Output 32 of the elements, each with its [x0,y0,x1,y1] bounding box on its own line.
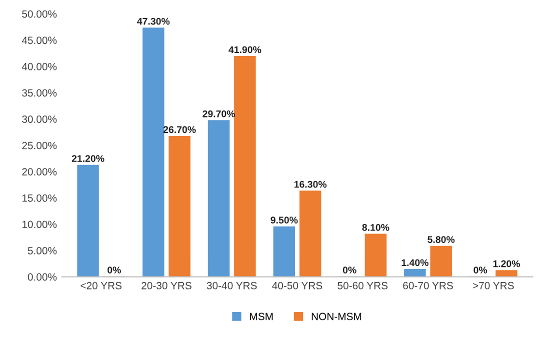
data-label: 0% [342,266,356,274]
data-label: 21.20% [72,155,104,162]
data-label: 47.30% [137,18,170,25]
y-tick-label: 35.00% [22,89,57,97]
legend-label: MSM [250,312,273,320]
y-tick-label: 15.00% [22,194,57,202]
y-tick-label: 40.00% [22,62,57,70]
legend-label: NON-MSM [312,312,362,320]
data-label: 0% [108,266,121,274]
data-label: 16.30% [294,180,327,188]
x-tick-label: 20-30 YRS [142,282,192,290]
x-tick-label: >70 YRS [473,282,514,290]
data-label: 1.20% [493,260,520,268]
x-tick-label: 50-60 YRS [338,282,388,290]
y-tick-label: 0.00% [28,273,57,281]
data-label: 5.80% [428,236,455,243]
y-tick-label: 25.00% [22,142,57,150]
y-tick-label: 50.00% [22,10,57,18]
y-tick-label: 20.00% [22,168,57,176]
x-tick-label: 30-40 YRS [206,282,257,290]
y-tick-label: 30.00% [22,116,57,123]
y-tick-label: 10.00% [22,220,57,228]
data-label: 9.50% [270,216,298,224]
data-label: 0% [474,266,488,274]
x-tick-label: 40-50 YRS [272,282,322,290]
data-label: 41.90% [228,46,262,54]
x-tick-label: 60-70 YRS [403,282,453,290]
y-tick-label: 45.00% [22,36,57,44]
data-label: 1.40% [402,259,428,266]
y-tick-label: 5.00% [28,247,57,254]
data-label: 8.10% [362,224,390,231]
x-tick-label: <20 YRS [80,282,122,290]
